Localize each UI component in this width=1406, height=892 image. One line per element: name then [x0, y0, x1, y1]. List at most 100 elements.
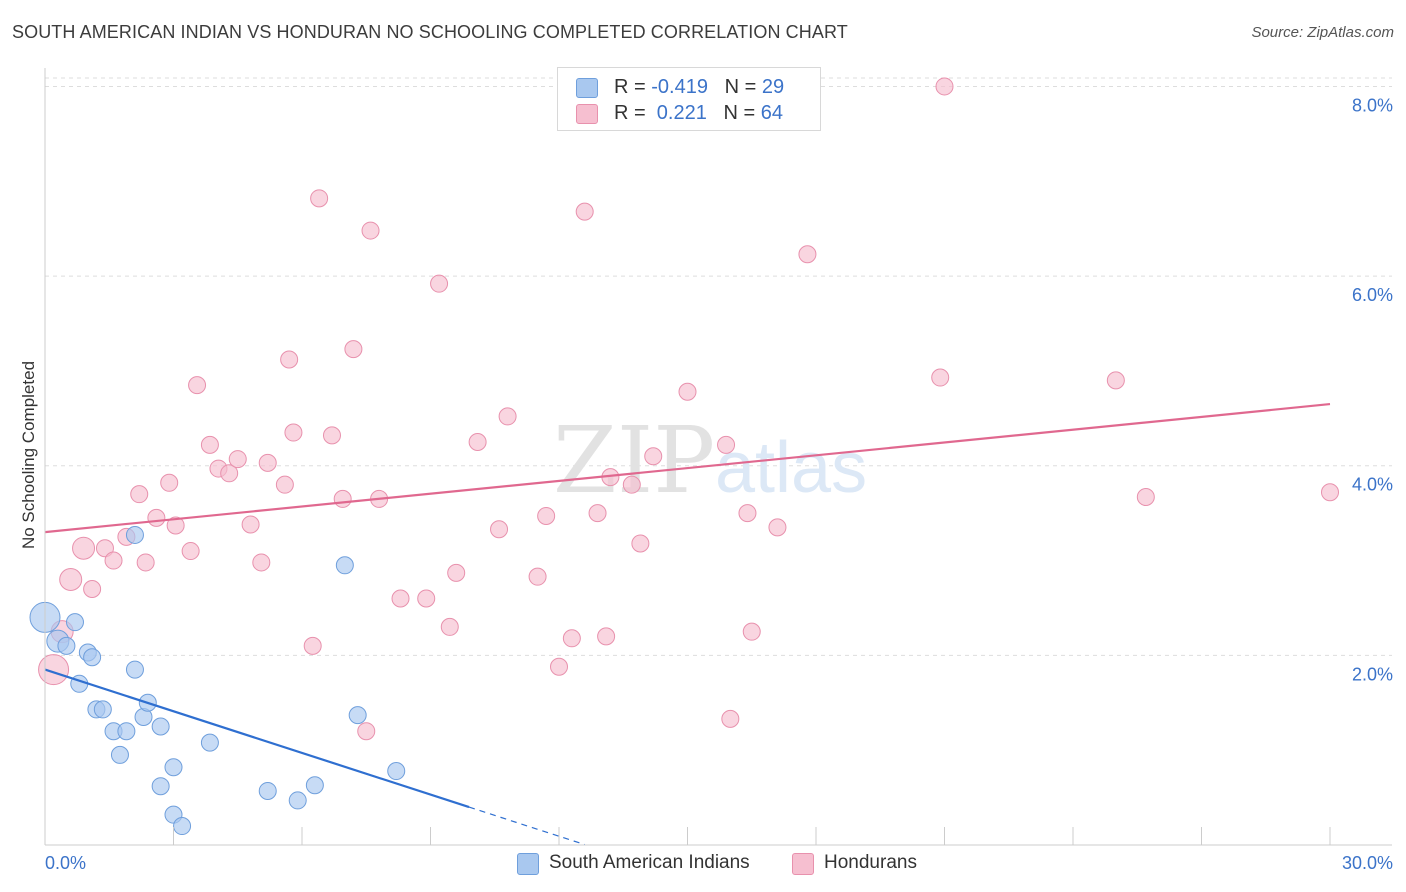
- watermark: ZIP atlas: [553, 407, 867, 514]
- honduran-point: [344, 340, 363, 359]
- south-american-indian-trendline-extension: [468, 806, 585, 846]
- honduran-point: [1321, 483, 1339, 502]
- south-american-indian-point: [125, 525, 144, 544]
- honduran-point: [310, 189, 329, 208]
- honduran-point: [430, 274, 449, 293]
- points-layer: [29, 77, 1339, 836]
- honduran-point: [200, 435, 219, 454]
- y-tick-label: 2.0%: [1352, 664, 1393, 684]
- honduran-point: [644, 447, 663, 466]
- honduran-point: [258, 453, 277, 472]
- honduran-point: [498, 407, 517, 426]
- honduran-point: [575, 202, 594, 221]
- legend-label: Hondurans: [824, 852, 917, 873]
- honduran-point: [38, 654, 70, 686]
- south-american-indian-point: [57, 636, 76, 655]
- blue-swatch: [576, 78, 598, 98]
- axis-layer: 2.0% 4.0% 6.0% 8.0% 0.0% 30.0%: [44, 68, 1393, 873]
- south-american-indian-point: [335, 556, 354, 575]
- honduran-point: [1136, 488, 1155, 507]
- south-american-indian-point: [258, 781, 277, 800]
- south-american-indian-point: [200, 733, 219, 752]
- south-american-indian-point: [305, 776, 324, 795]
- source-label: Source: ZipAtlas.com: [1251, 24, 1394, 41]
- honduran-point: [721, 709, 740, 728]
- x-tick-label: 30.0%: [1342, 853, 1393, 873]
- y-tick-label: 8.0%: [1352, 95, 1393, 115]
- honduran-point: [798, 245, 817, 264]
- honduran-point: [241, 515, 260, 534]
- honduran-point: [931, 368, 950, 387]
- honduran-point: [562, 629, 581, 648]
- n-value: 64: [760, 102, 784, 124]
- chart-title: SOUTH AMERICAN INDIAN VS HONDURAN NO SCH…: [12, 22, 848, 42]
- pink-swatch: [792, 853, 814, 875]
- watermark-atlas: atlas: [715, 428, 867, 508]
- honduran-point: [275, 475, 294, 494]
- n-value: 29: [761, 76, 785, 98]
- honduran-point: [468, 433, 487, 452]
- honduran-point: [83, 579, 102, 598]
- south-american-indian-point: [110, 745, 129, 764]
- honduran-point: [104, 551, 123, 570]
- honduran-point: [181, 542, 200, 561]
- south-american-indian-point: [117, 722, 136, 741]
- trend-layer: [44, 402, 1331, 846]
- south-american-indian-point: [93, 700, 112, 719]
- y-tick-label: 4.0%: [1352, 475, 1393, 495]
- x-tick-label: 0.0%: [45, 853, 86, 873]
- honduran-point: [95, 539, 114, 558]
- y-tick-label: 6.0%: [1352, 285, 1393, 305]
- honduran-point: [550, 657, 568, 676]
- watermark-zip: ZIP: [553, 407, 715, 514]
- south-american-indian-trendline: [44, 668, 470, 809]
- honduran-point: [597, 627, 616, 646]
- south-american-indian-point: [387, 762, 406, 781]
- south-american-indian-point: [173, 817, 192, 836]
- honduran-point: [935, 77, 954, 96]
- honduran-point: [160, 473, 179, 492]
- south-american-indian-point: [151, 777, 170, 796]
- r-label: R =: [614, 102, 652, 124]
- honduran-point: [391, 589, 410, 608]
- south-american-indian-point: [65, 613, 84, 632]
- r-value: 0.221: [651, 102, 707, 124]
- honduran-point: [417, 589, 436, 608]
- honduran-point: [166, 516, 185, 535]
- grid-layer: [45, 77, 1392, 656]
- south-american-indian-point: [83, 648, 102, 667]
- honduran-point: [357, 722, 376, 741]
- r-label: R =: [614, 76, 652, 98]
- honduran-point: [1106, 371, 1125, 390]
- honduran-point: [537, 506, 556, 525]
- honduran-point: [59, 568, 83, 592]
- south-american-indian-point: [288, 791, 307, 810]
- south-american-indian-point: [164, 758, 183, 777]
- r-value: -0.419: [651, 76, 708, 98]
- honduran-point: [768, 518, 787, 537]
- honduran-point: [322, 426, 341, 445]
- honduran-point: [228, 450, 247, 469]
- honduran-point: [738, 504, 757, 523]
- honduran-point: [333, 489, 352, 508]
- honduran-point: [447, 563, 466, 582]
- n-label: N =: [723, 102, 761, 124]
- honduran-point: [72, 536, 96, 560]
- honduran-point: [220, 464, 239, 483]
- blue-swatch: [517, 853, 539, 875]
- south-american-indian-point: [125, 660, 144, 679]
- honduran-point: [303, 636, 322, 655]
- honduran-point: [188, 376, 207, 395]
- honduran-point: [136, 553, 155, 572]
- honduran-point: [440, 617, 459, 636]
- honduran-point: [280, 350, 299, 369]
- legend-label: South American Indians: [549, 852, 750, 873]
- honduran-point: [361, 221, 380, 240]
- y-axis-label: No Schooling Completed: [19, 360, 38, 550]
- honduran-point: [528, 567, 547, 586]
- n-label: N =: [724, 76, 762, 98]
- honduran-point: [678, 382, 697, 401]
- honduran-point: [717, 435, 736, 454]
- honduran-trendline: [44, 402, 1331, 534]
